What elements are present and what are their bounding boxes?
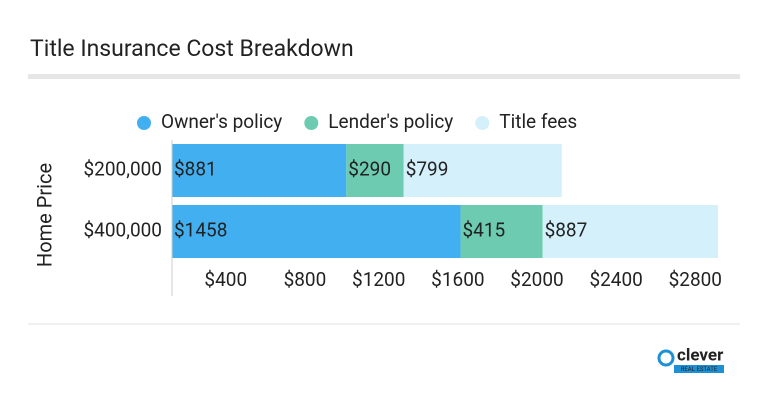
logo-icon — [657, 349, 675, 367]
logo: clever REAL ESTATE — [657, 345, 724, 373]
bar-segment — [172, 144, 347, 197]
x-tick-label: $2000 — [510, 268, 563, 291]
value-label: $881 — [174, 158, 217, 181]
x-tick-label: $2800 — [669, 268, 722, 291]
value-label: $415 — [462, 219, 505, 242]
value-label: $799 — [406, 158, 449, 181]
y-tick-label: $400,000 — [84, 219, 163, 242]
logo-band — [674, 365, 724, 373]
bar-segment — [542, 205, 719, 258]
bar-segment — [460, 205, 543, 258]
value-label: $290 — [348, 158, 391, 181]
legend-swatch — [137, 116, 151, 130]
legend-label: Title fees — [499, 110, 577, 133]
x-tick-label: $1600 — [431, 268, 484, 291]
bar-segment — [172, 205, 461, 258]
x-tick-label: $1200 — [352, 268, 405, 291]
chart-title: Title Insurance Cost Breakdown — [30, 35, 354, 62]
legend-swatch — [304, 116, 319, 130]
y-tick-label: $200,000 — [84, 158, 163, 181]
legend-label: Lender's policy — [328, 110, 453, 133]
legend-swatch — [475, 116, 490, 130]
logo-tagline: REAL ESTATE — [681, 366, 718, 373]
x-tick-label: $800 — [284, 268, 327, 291]
legend-label: Owner's policy — [161, 110, 282, 133]
bar-segment — [346, 144, 404, 197]
bar-segment — [403, 144, 562, 197]
y-axis-label: Home Price — [32, 163, 56, 267]
logo-name: clever — [677, 345, 724, 365]
title-rule — [28, 74, 740, 79]
x-tick-label: $2400 — [589, 268, 642, 291]
value-label: $1458 — [174, 219, 227, 242]
x-tick-label: $400 — [204, 268, 247, 291]
value-label: $887 — [545, 219, 588, 242]
